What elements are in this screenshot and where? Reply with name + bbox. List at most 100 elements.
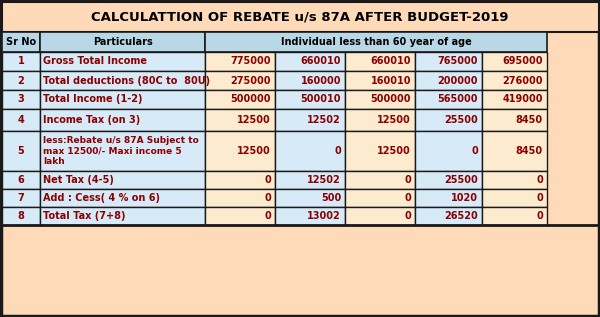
Text: 0: 0 bbox=[264, 175, 271, 185]
Text: Net Tax (4-5): Net Tax (4-5) bbox=[43, 175, 114, 185]
Bar bbox=[205, 32, 547, 52]
Text: Individual less than 60 year of age: Individual less than 60 year of age bbox=[281, 37, 472, 47]
Bar bbox=[415, 207, 482, 225]
Bar bbox=[40, 90, 205, 109]
Text: 660010: 660010 bbox=[371, 56, 411, 67]
Text: CALCULATTION OF REBATE u/s 87A AFTER BUDGET-2019: CALCULATTION OF REBATE u/s 87A AFTER BUD… bbox=[91, 10, 509, 23]
Text: Sr No: Sr No bbox=[6, 37, 36, 47]
Text: 500000: 500000 bbox=[230, 94, 271, 105]
Bar bbox=[2, 207, 40, 225]
Bar bbox=[275, 90, 345, 109]
Bar bbox=[482, 207, 547, 225]
Text: Total Tax (7+8): Total Tax (7+8) bbox=[43, 211, 125, 221]
Text: 6: 6 bbox=[17, 175, 25, 185]
Text: 0: 0 bbox=[334, 146, 341, 156]
Bar bbox=[345, 207, 415, 225]
Text: 12502: 12502 bbox=[307, 175, 341, 185]
Text: 0: 0 bbox=[404, 193, 411, 203]
Text: 500: 500 bbox=[321, 193, 341, 203]
Bar bbox=[482, 90, 547, 109]
Text: 160000: 160000 bbox=[301, 75, 341, 86]
Text: Income Tax (on 3): Income Tax (on 3) bbox=[43, 115, 140, 125]
Bar bbox=[2, 32, 40, 52]
Bar bbox=[482, 189, 547, 207]
Text: 8450: 8450 bbox=[516, 146, 543, 156]
Bar bbox=[482, 52, 547, 71]
Bar bbox=[205, 207, 275, 225]
Text: 565000: 565000 bbox=[437, 94, 478, 105]
Bar bbox=[275, 109, 345, 131]
Bar bbox=[345, 171, 415, 189]
Bar bbox=[205, 71, 275, 90]
Text: 26520: 26520 bbox=[444, 211, 478, 221]
Text: 25500: 25500 bbox=[444, 175, 478, 185]
Bar bbox=[205, 131, 275, 171]
Bar bbox=[415, 90, 482, 109]
Bar bbox=[2, 131, 40, 171]
Text: 0: 0 bbox=[264, 211, 271, 221]
Text: Total Income (1-2): Total Income (1-2) bbox=[43, 94, 143, 105]
Bar bbox=[275, 189, 345, 207]
Text: 5: 5 bbox=[17, 146, 25, 156]
Text: 12500: 12500 bbox=[377, 146, 411, 156]
Bar bbox=[275, 71, 345, 90]
Text: 12500: 12500 bbox=[377, 115, 411, 125]
Bar bbox=[345, 52, 415, 71]
Text: 275000: 275000 bbox=[230, 75, 271, 86]
Bar bbox=[205, 171, 275, 189]
Bar bbox=[40, 71, 205, 90]
Bar bbox=[40, 189, 205, 207]
Text: 3: 3 bbox=[17, 94, 25, 105]
Bar bbox=[482, 71, 547, 90]
Bar bbox=[2, 52, 40, 71]
Bar bbox=[40, 131, 205, 171]
Text: 0: 0 bbox=[471, 146, 478, 156]
Text: 0: 0 bbox=[536, 193, 543, 203]
Text: 0: 0 bbox=[404, 211, 411, 221]
Bar bbox=[415, 71, 482, 90]
Bar bbox=[40, 109, 205, 131]
Text: less:Rebate u/s 87A Subject to
max 12500/- Maxi income 5
lakh: less:Rebate u/s 87A Subject to max 12500… bbox=[43, 136, 199, 166]
Text: 1020: 1020 bbox=[451, 193, 478, 203]
Text: 765000: 765000 bbox=[437, 56, 478, 67]
Text: 12500: 12500 bbox=[237, 146, 271, 156]
Text: 0: 0 bbox=[404, 175, 411, 185]
Bar bbox=[275, 52, 345, 71]
Text: 8: 8 bbox=[17, 211, 25, 221]
Text: 25500: 25500 bbox=[444, 115, 478, 125]
Text: 695000: 695000 bbox=[503, 56, 543, 67]
Text: 660010: 660010 bbox=[301, 56, 341, 67]
Bar bbox=[2, 71, 40, 90]
Text: 0: 0 bbox=[536, 175, 543, 185]
Bar bbox=[275, 207, 345, 225]
Bar bbox=[205, 189, 275, 207]
Text: 2: 2 bbox=[17, 75, 25, 86]
Text: 0: 0 bbox=[264, 193, 271, 203]
Text: 200000: 200000 bbox=[437, 75, 478, 86]
Bar bbox=[2, 2, 599, 32]
Bar bbox=[482, 131, 547, 171]
Bar bbox=[415, 131, 482, 171]
Text: Total deductions (80C to  80U): Total deductions (80C to 80U) bbox=[43, 75, 210, 86]
Bar bbox=[415, 109, 482, 131]
Bar bbox=[415, 189, 482, 207]
Text: 4: 4 bbox=[17, 115, 25, 125]
Text: 7: 7 bbox=[17, 193, 25, 203]
Bar bbox=[2, 90, 40, 109]
Bar bbox=[415, 52, 482, 71]
Bar bbox=[275, 171, 345, 189]
Bar bbox=[205, 52, 275, 71]
Text: Add : Cess( 4 % on 6): Add : Cess( 4 % on 6) bbox=[43, 193, 160, 203]
Text: Particulars: Particulars bbox=[92, 37, 152, 47]
Bar bbox=[482, 171, 547, 189]
Text: 775000: 775000 bbox=[230, 56, 271, 67]
Text: 8450: 8450 bbox=[516, 115, 543, 125]
Text: Gross Total Income: Gross Total Income bbox=[43, 56, 147, 67]
Bar bbox=[2, 109, 40, 131]
Bar bbox=[345, 131, 415, 171]
Bar bbox=[345, 109, 415, 131]
Text: 0: 0 bbox=[536, 211, 543, 221]
Bar bbox=[40, 32, 205, 52]
Text: 500000: 500000 bbox=[371, 94, 411, 105]
Bar bbox=[345, 90, 415, 109]
